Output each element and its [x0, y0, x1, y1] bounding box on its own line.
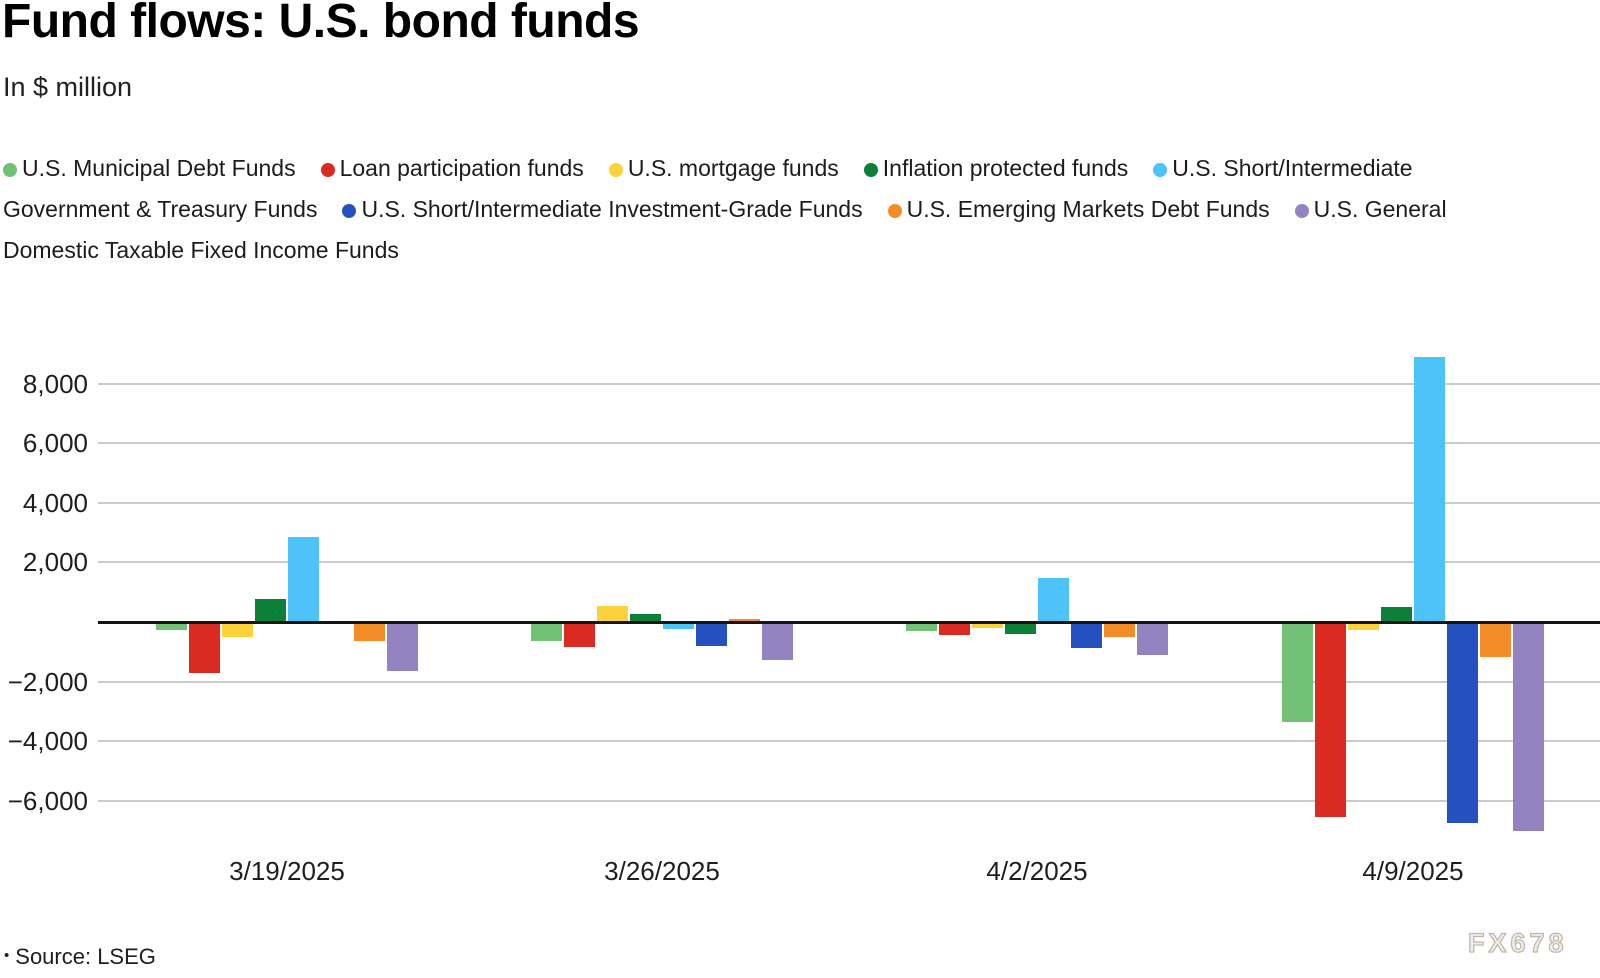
bar-u-s-municipal-debt-funds — [906, 622, 937, 631]
y-axis-tick-label: −2,000 — [7, 666, 88, 697]
legend-dot-icon — [863, 163, 878, 177]
legend-label: U.S. mortgage funds — [627, 155, 839, 181]
bar-u-s-short-intermediate-government-treasury-funds — [1414, 356, 1445, 622]
legend-dot-icon — [608, 163, 623, 177]
bar-u-s-general-domestic-taxable-fixed-income-funds — [1513, 622, 1544, 831]
legend-item-inflation-protected-funds: Inflation protected funds — [863, 155, 1129, 181]
bar-u-s-emerging-markets-debt-funds — [1104, 622, 1135, 637]
bar-u-s-general-domestic-taxable-fixed-income-funds — [1137, 622, 1168, 656]
y-axis-tick-label: −6,000 — [7, 785, 88, 816]
legend-dot-icon — [320, 163, 335, 177]
x-axis-tick-label: 4/2/2025 — [986, 856, 1088, 886]
bar-u-s-mortgage-funds — [222, 622, 253, 637]
bar-u-s-municipal-debt-funds — [531, 622, 562, 641]
y-axis-tick-label: −4,000 — [7, 726, 88, 757]
bar-u-s-short-intermediate-government-treasury-funds — [1038, 578, 1069, 622]
legend-dot-icon — [1153, 163, 1168, 177]
x-axis-tick-label: 4/9/2025 — [1362, 856, 1464, 886]
chart-legend: U.S. Municipal Debt Funds Loan participat… — [3, 148, 1473, 271]
legend-label: U.S. Short/Intermediate Government & Tre… — [3, 155, 1413, 222]
legend-dot-icon — [3, 163, 17, 177]
legend-label: U.S. General Domestic Taxable Fixed Inco… — [3, 196, 1447, 263]
bar-loan-participation-funds — [939, 622, 970, 636]
gridline — [98, 501, 1600, 504]
bar-u-s-short-intermediate-government-treasury-funds — [288, 537, 319, 622]
y-axis-tick-label: 8,000 — [22, 368, 88, 399]
legend-item-u-s-short-intermediate-government-treasury-funds: U.S. Short/Intermediate Government & Tre… — [3, 155, 1413, 222]
x-axis-tick-label: 3/19/2025 — [229, 856, 345, 886]
legend-item-u-s-short-intermediate-investment-grade-funds: U.S. Short/Intermediate Investment-Grade… — [342, 196, 863, 222]
bar-loan-participation-funds — [564, 622, 595, 647]
legend-item-u-s-municipal-debt-funds: U.S. Municipal Debt Funds — [3, 155, 296, 181]
bar-u-s-short-intermediate-government-treasury-funds — [663, 622, 694, 629]
legend-label: U.S. Short/Intermediate Investment-Grade… — [361, 196, 863, 222]
bar-loan-participation-funds — [1315, 622, 1346, 818]
gridline — [98, 382, 1600, 385]
bar-u-s-general-domestic-taxable-fixed-income-funds — [387, 622, 418, 671]
bar-u-s-mortgage-funds — [972, 622, 1003, 628]
bar-u-s-mortgage-funds — [597, 606, 628, 622]
bar-u-s-mortgage-funds — [1348, 622, 1379, 630]
bar-u-s-emerging-markets-debt-funds — [354, 622, 385, 642]
source-label: Source: LSEG — [15, 944, 156, 969]
bar-u-s-general-domestic-taxable-fixed-income-funds — [762, 622, 793, 661]
legend-item-u-s-general-domestic-taxable-fixed-income-funds: U.S. General Domestic Taxable Fixed Inco… — [3, 196, 1447, 263]
gridline — [98, 442, 1600, 445]
bar-u-s-municipal-debt-funds — [156, 622, 187, 630]
bar-u-s-short-intermediate-investment-grade-funds — [1447, 622, 1478, 824]
x-axis-tick-label: 3/26/2025 — [604, 856, 720, 886]
gridline — [98, 561, 1600, 564]
legend-dot-icon — [887, 204, 902, 218]
bar-inflation-protected-funds — [255, 599, 286, 622]
gridline — [98, 680, 1600, 683]
y-axis-tick-label: 2,000 — [22, 547, 88, 578]
bar-inflation-protected-funds — [1005, 622, 1036, 635]
bar-inflation-protected-funds — [630, 614, 661, 622]
source-bullet-icon: • — [4, 947, 10, 964]
legend-item-u-s-mortgage-funds: U.S. mortgage funds — [608, 155, 839, 181]
legend-label: U.S. Emerging Markets Debt Funds — [906, 196, 1270, 222]
zero-axis-line — [98, 620, 1600, 624]
source-attribution: • Source: LSEG — [4, 944, 156, 970]
y-axis-tick-label: 4,000 — [22, 487, 88, 518]
bar-u-s-municipal-debt-funds — [1282, 622, 1313, 722]
legend-dot-icon — [1294, 204, 1309, 218]
bar-u-s-emerging-markets-debt-funds — [1480, 622, 1511, 657]
gridline — [98, 799, 1600, 802]
chart-units-label: In $ million — [3, 72, 133, 102]
bar-u-s-short-intermediate-investment-grade-funds — [1071, 622, 1102, 648]
legend-item-u-s-emerging-markets-debt-funds: U.S. Emerging Markets Debt Funds — [887, 196, 1270, 222]
watermark-fx678: FX678 — [1467, 927, 1568, 958]
legend-label: Inflation protected funds — [882, 155, 1129, 181]
bar-u-s-short-intermediate-investment-grade-funds — [696, 622, 727, 646]
bar-inflation-protected-funds — [1381, 606, 1412, 622]
y-axis-tick-label: 6,000 — [22, 428, 88, 459]
legend-label: Loan participation funds — [339, 155, 584, 181]
page-title: Fund flows: U.S. bond funds — [2, 0, 640, 48]
legend-label: U.S. Municipal Debt Funds — [22, 155, 296, 181]
legend-item-loan-participation-funds: Loan participation funds — [320, 155, 584, 181]
bar-loan-participation-funds — [189, 622, 220, 673]
legend-dot-icon — [342, 204, 357, 218]
gridline — [98, 740, 1600, 743]
